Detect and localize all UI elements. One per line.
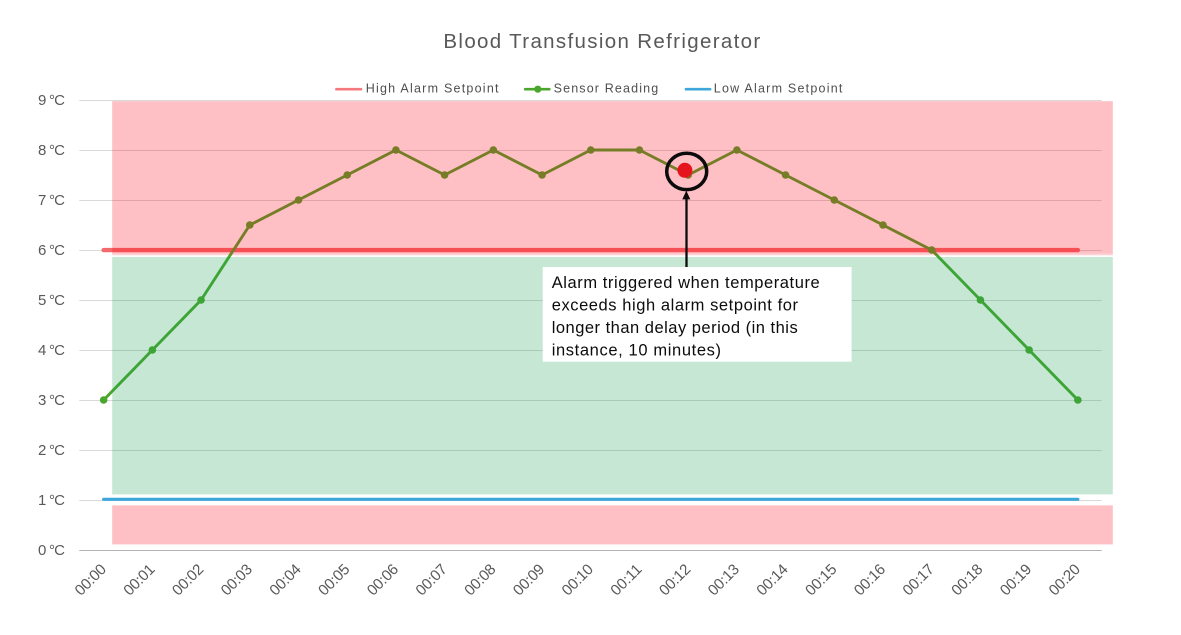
svg-text:Blood Transfusion Refrigerator: Blood Transfusion Refrigerator xyxy=(443,30,760,53)
svg-text:Sensor Reading: Sensor Reading xyxy=(554,81,659,95)
svg-text:6 °C: 6 °C xyxy=(38,242,65,259)
svg-text:5 °C: 5 °C xyxy=(38,292,65,309)
svg-text:Alarm triggered when temperatu: Alarm triggered when temperature xyxy=(552,274,820,292)
svg-text:instance, 10 minutes): instance, 10 minutes) xyxy=(552,342,721,360)
svg-text:High Alarm Setpoint: High Alarm Setpoint xyxy=(366,81,499,95)
svg-text:8 °C: 8 °C xyxy=(38,142,65,159)
svg-text:2 °C: 2 °C xyxy=(38,442,65,459)
svg-text:exceeds high alarm setpoint fo: exceeds high alarm setpoint for xyxy=(552,297,799,315)
svg-text:3 °C: 3 °C xyxy=(38,392,65,409)
svg-text:0 °C: 0 °C xyxy=(38,542,65,559)
svg-text:4 °C: 4 °C xyxy=(38,342,65,359)
svg-text:longer than delay period (in t: longer than delay period (in this xyxy=(552,319,798,337)
svg-text:1 °C: 1 °C xyxy=(38,492,65,509)
svg-text:7 °C: 7 °C xyxy=(38,192,65,209)
svg-text:Low Alarm Setpoint: Low Alarm Setpoint xyxy=(714,81,843,95)
svg-text:9 °C: 9 °C xyxy=(38,92,65,109)
